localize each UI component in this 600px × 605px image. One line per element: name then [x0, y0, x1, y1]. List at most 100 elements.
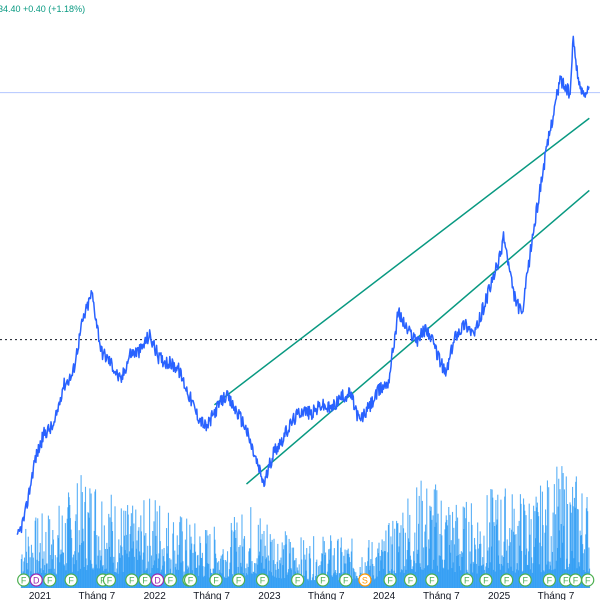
volume-bar	[571, 550, 573, 588]
event-marker[interactable]: S	[358, 573, 372, 587]
volume-bar	[546, 480, 548, 588]
volume-bar	[504, 496, 506, 588]
event-marker-letter: F	[573, 576, 579, 586]
volume-bar	[372, 563, 374, 588]
volume-bar	[69, 518, 71, 588]
volume-bar	[353, 571, 356, 588]
volume-bar	[432, 515, 434, 588]
volume-bar	[238, 546, 240, 588]
volume-bar	[51, 544, 53, 588]
event-marker[interactable]: D	[29, 573, 43, 587]
volume-bar	[418, 523, 420, 588]
volume-bar	[126, 553, 128, 588]
event-marker[interactable]: F	[500, 573, 514, 587]
volume-bar	[463, 507, 466, 588]
event-marker-letter: F	[236, 576, 242, 586]
volume-bar	[541, 491, 543, 588]
volume-bar	[460, 551, 462, 588]
volume-bar	[206, 530, 208, 588]
event-marker[interactable]: F	[425, 573, 439, 587]
volume-bar	[128, 551, 131, 588]
volume-bar	[497, 555, 499, 588]
volume-bar	[583, 549, 586, 588]
event-marker[interactable]: F	[291, 573, 305, 587]
event-marker[interactable]: F	[17, 573, 31, 587]
volume-bar	[149, 498, 151, 588]
event-marker[interactable]: F	[581, 573, 595, 587]
event-marker-letter: F	[585, 576, 591, 586]
volume-bar	[287, 569, 290, 588]
volume-bar	[324, 554, 326, 588]
volume-bar	[377, 548, 379, 588]
volume-bar	[21, 554, 23, 588]
volume-bar	[401, 569, 403, 588]
event-markers[interactable]: FDFFFFFFDFFFFFFFFFSFFFFFFFFFFF	[17, 573, 595, 587]
volume-bar	[406, 559, 408, 588]
event-marker[interactable]: F	[568, 573, 583, 587]
time-axis: 2021 Tháng 7 2022 Tháng 7 2023 Tháng 7 2024 Thá…	[29, 591, 575, 602]
event-marker[interactable]: F	[163, 573, 178, 587]
volume-bar	[305, 570, 307, 588]
event-marker[interactable]: F	[102, 573, 117, 587]
volume-bar	[336, 540, 339, 588]
volume-bar	[379, 570, 381, 588]
volume-bar	[111, 531, 114, 588]
volume-bar	[178, 544, 180, 588]
event-marker-circle	[581, 573, 595, 587]
event-marker[interactable]: F	[542, 573, 557, 587]
event-marker[interactable]: D	[150, 573, 165, 587]
event-marker[interactable]: F	[138, 573, 152, 587]
volume-bar	[159, 541, 161, 588]
volume-bar	[263, 530, 265, 588]
event-marker[interactable]: F	[403, 573, 418, 587]
volume-bar	[51, 559, 53, 588]
event-marker[interactable]: F	[255, 573, 270, 587]
volume-bar	[424, 524, 427, 588]
event-marker[interactable]: F	[479, 573, 493, 587]
event-marker-circle	[232, 573, 246, 587]
volume-bar	[313, 580, 315, 588]
volume-bar	[30, 544, 32, 588]
volume-bar	[93, 530, 95, 588]
volume-bar	[136, 540, 138, 588]
event-marker[interactable]: F	[43, 573, 57, 587]
volume-bar	[72, 557, 74, 588]
volume-bar	[29, 557, 31, 588]
volume-bar	[132, 541, 134, 588]
volume-bar	[321, 553, 323, 588]
volume-bar	[276, 577, 278, 588]
volume-bar	[498, 540, 500, 588]
event-marker[interactable]: F	[460, 573, 474, 587]
volume-bar	[416, 553, 418, 588]
volume-bar	[441, 535, 443, 588]
event-marker[interactable]: F	[339, 573, 353, 587]
volume-bar	[463, 529, 465, 588]
event-marker[interactable]: F	[209, 573, 223, 587]
volume-bar	[230, 522, 232, 588]
event-marker[interactable]: F	[518, 573, 532, 587]
volume-bar	[577, 509, 579, 588]
event-marker[interactable]: F	[383, 573, 397, 587]
event-marker-circle	[542, 573, 557, 587]
volume-bar	[42, 558, 44, 588]
volume-bar	[469, 551, 471, 588]
volume-bar	[496, 519, 498, 588]
trend-channel[interactable]	[213, 117, 590, 485]
event-marker-letter: D	[154, 576, 161, 586]
volume-bar	[88, 517, 90, 588]
volume-bar	[103, 525, 105, 588]
volume-bar	[358, 578, 360, 588]
event-marker[interactable]: F	[232, 573, 246, 587]
horizontal-levels	[0, 92, 600, 341]
volume-bar	[209, 534, 211, 588]
volume-bar	[175, 563, 177, 588]
volume-bar	[295, 558, 297, 588]
event-marker[interactable]: F	[64, 573, 78, 587]
volume-bar	[248, 548, 251, 588]
event-marker[interactable]: F	[125, 573, 139, 587]
event-marker[interactable]: F	[183, 573, 198, 587]
volume-bar	[283, 545, 285, 588]
event-marker[interactable]: F	[316, 573, 330, 587]
